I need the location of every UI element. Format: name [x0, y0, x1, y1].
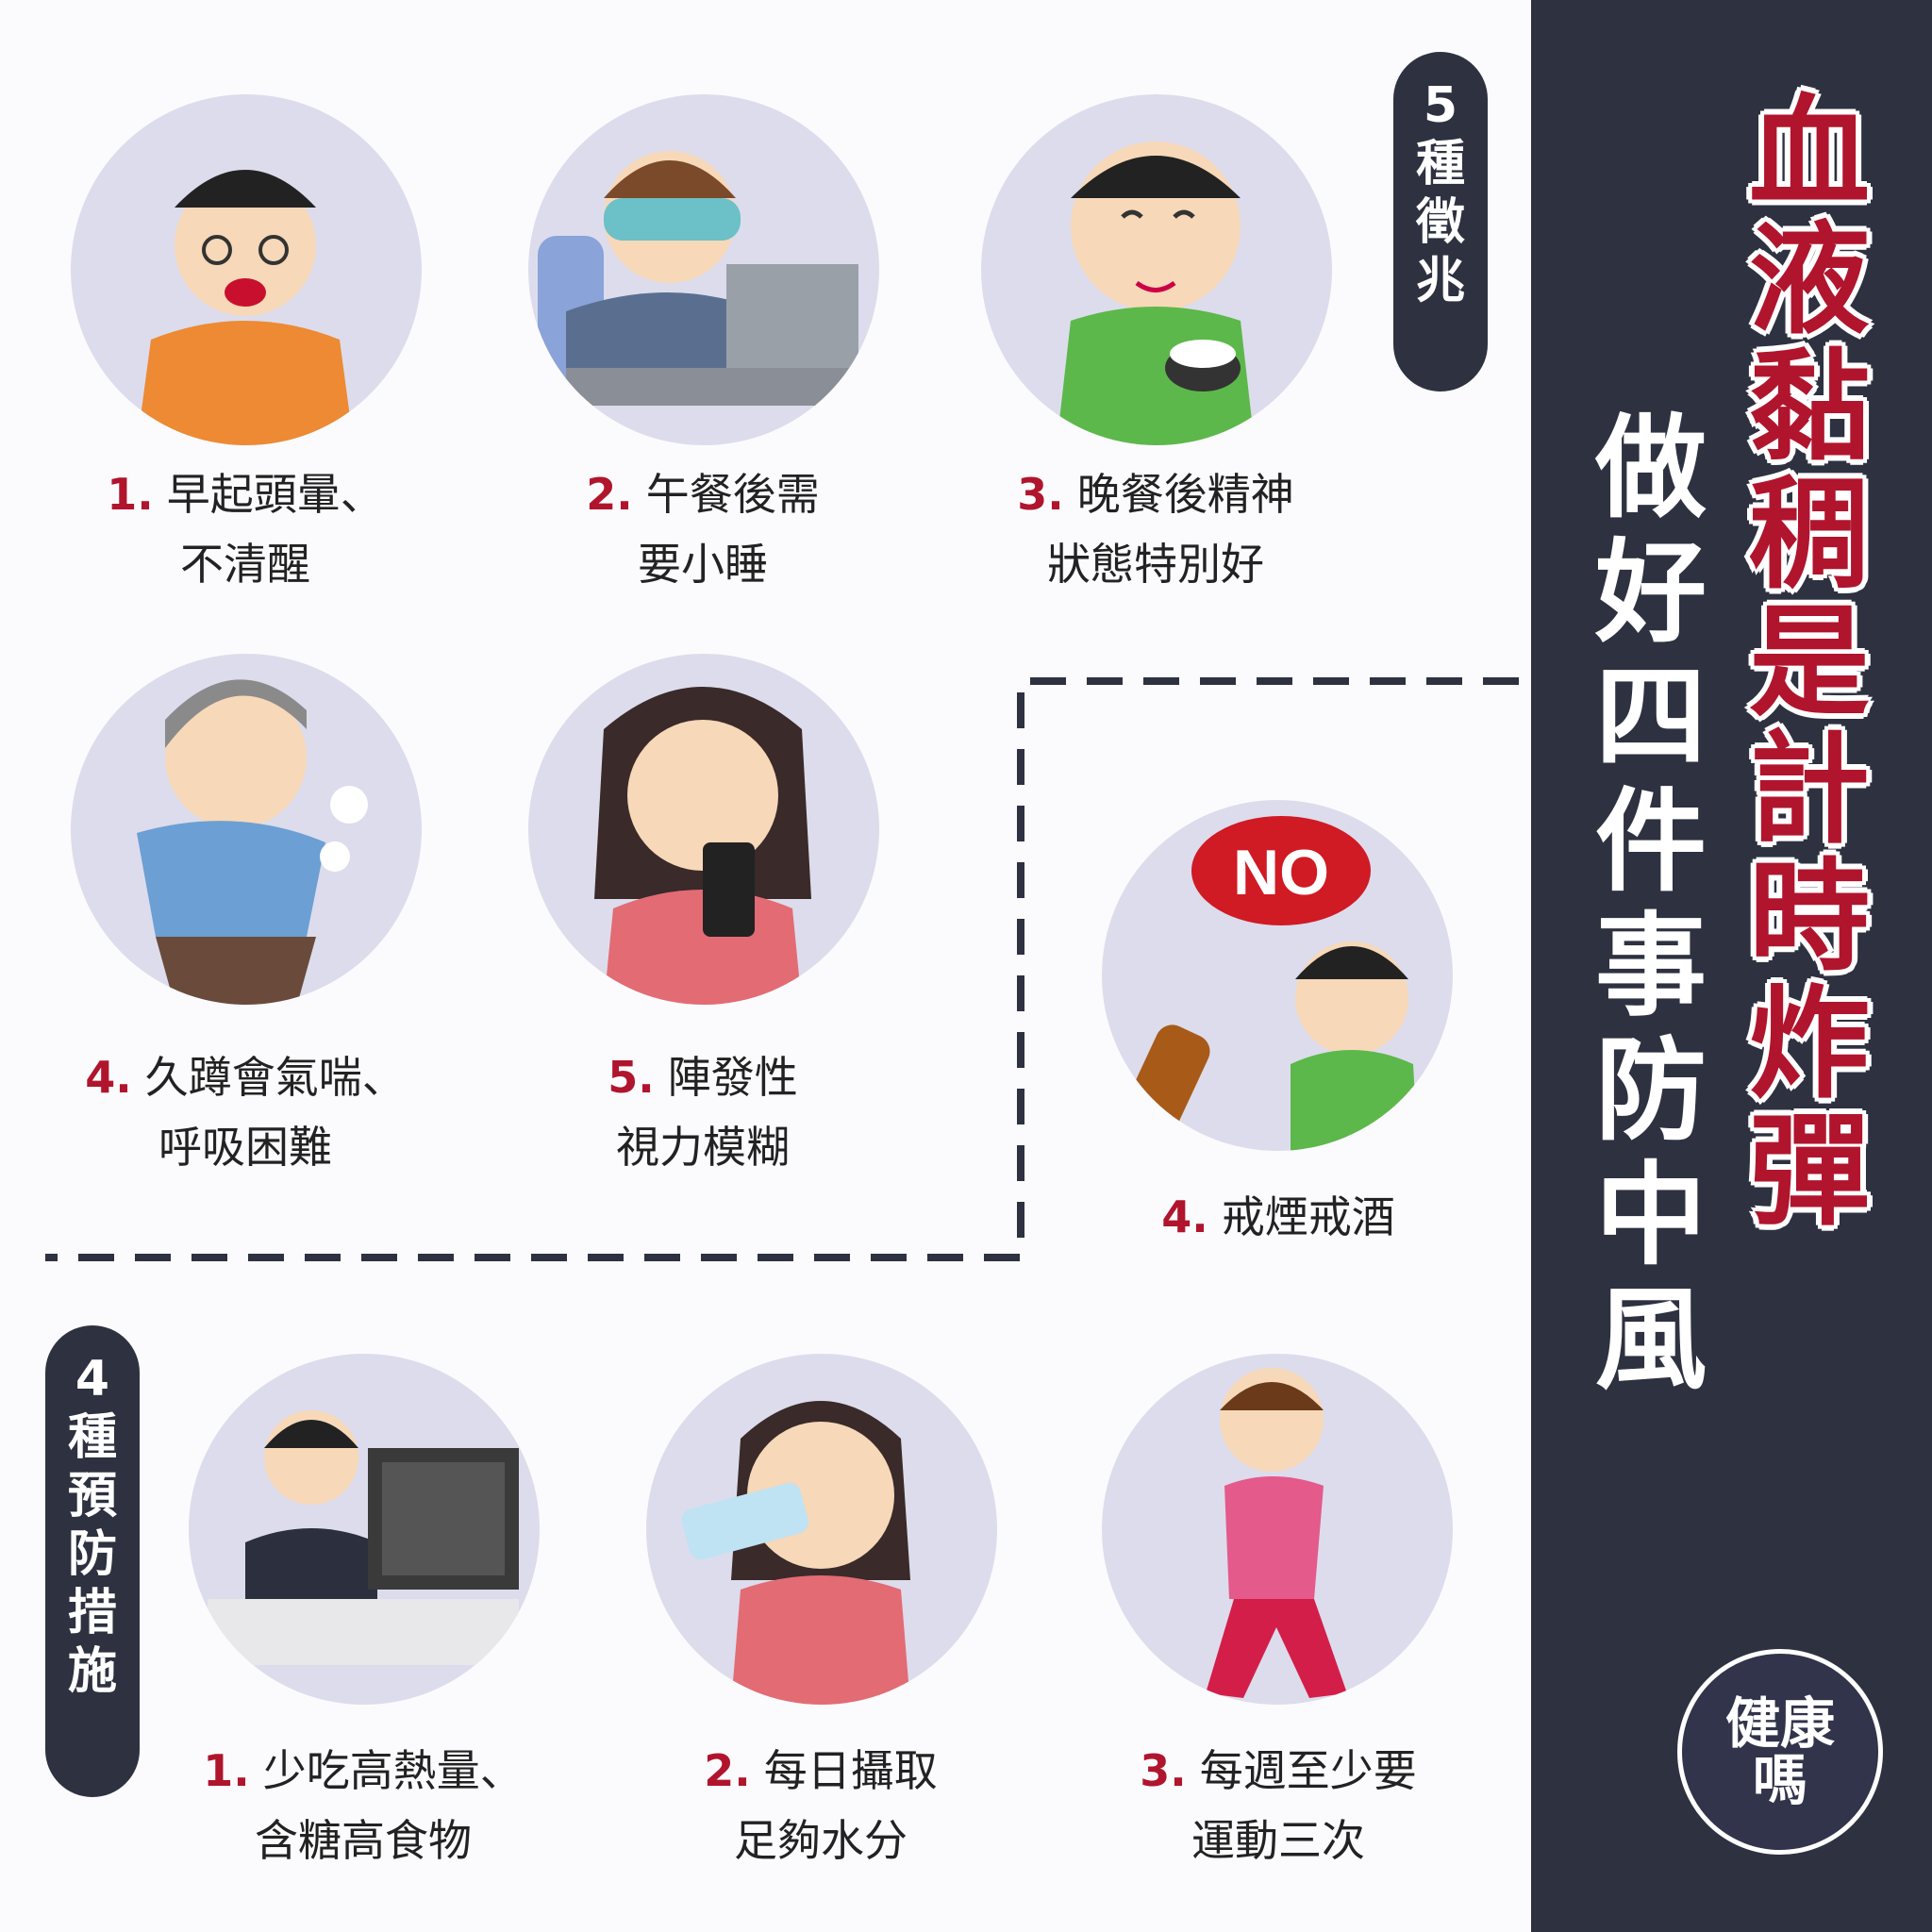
badge-char: 預 [67, 1468, 117, 1524]
caption-line: 午餐後需 [645, 469, 820, 520]
caption-line: 要小睡 [638, 539, 768, 590]
title-char: 是 [1748, 592, 1870, 733]
badge-char: 4 [75, 1351, 110, 1407]
illustration-drinking-water [646, 1354, 997, 1705]
title-char: 血 [1748, 83, 1870, 224]
item-number: 2. [586, 469, 633, 520]
item-number: 3. [1017, 469, 1064, 520]
illustration-running [1102, 1354, 1453, 1705]
illustration-squatting [71, 654, 422, 1005]
title-char: 液 [1748, 210, 1870, 351]
brand-logo: 健康嗎 [1677, 1649, 1883, 1855]
caption-line: 少吃高熱量、 [262, 1745, 524, 1796]
prevention-caption-1: 1. 少吃高熱量、 含糖高食物 [175, 1736, 552, 1875]
title-char: 彈 [1748, 1102, 1870, 1242]
badge-char: 措 [67, 1585, 117, 1641]
caption-line: 含糖高食物 [255, 1815, 472, 1866]
title-char: 黏 [1748, 338, 1870, 478]
subtitle-char: 好 [1594, 527, 1707, 658]
logo-text-line2: 嗎 [1752, 1748, 1807, 1812]
symptom-caption-1: 1. 早起頭暈、 不清醒 [57, 459, 434, 599]
caption-line: 呼吸困難 [158, 1122, 332, 1173]
dashed-divider [45, 677, 1519, 1261]
badge-char: 施 [67, 1643, 117, 1700]
caption-line: 晚餐後精神 [1076, 469, 1294, 520]
item-number: 4. [85, 1052, 132, 1103]
illustration-nap [528, 94, 879, 445]
badge-char: 種 [1415, 136, 1465, 192]
title-char: 炸 [1748, 974, 1870, 1115]
main-title: 血液黏稠是計時炸彈 [1734, 90, 1885, 1236]
title-char: 時 [1748, 847, 1870, 988]
illustration-healthy-diet [189, 1354, 540, 1705]
subtitle-char: 風 [1594, 1274, 1707, 1405]
badge-char: 兆 [1415, 253, 1465, 309]
subtitle-char: 事 [1594, 901, 1707, 1031]
illustration-dizzy [71, 94, 422, 445]
title-sidebar [1531, 0, 1932, 1932]
caption-line: 每日攝取 [763, 1745, 938, 1796]
illustration-blurred-vision [528, 654, 879, 1005]
caption-line: 足夠水分 [734, 1815, 908, 1866]
caption-line: 每週至少要 [1199, 1745, 1417, 1796]
prevention-caption-4: 4. 戒煙戒酒 [1090, 1182, 1467, 1252]
symptom-caption-4: 4. 久蹲會氣喘、 呼吸困難 [57, 1042, 434, 1182]
item-number: 3. [1140, 1745, 1187, 1796]
caption-line: 戒煙戒酒 [1221, 1191, 1395, 1242]
subtitle-char: 四 [1594, 652, 1707, 782]
title-char: 計 [1748, 720, 1870, 860]
caption-line: 不清醒 [180, 539, 310, 590]
item-number: 4. [1161, 1191, 1208, 1242]
badge-char: 5 [1423, 77, 1458, 134]
item-number: 1. [107, 469, 154, 520]
illustration-eating [981, 94, 1332, 445]
sub-title: 做好四件事防中風 [1580, 406, 1722, 1402]
caption-line: 久蹲會氣喘、 [144, 1052, 406, 1103]
caption-line: 視力模糊 [616, 1122, 790, 1173]
item-number: 2. [704, 1745, 751, 1796]
caption-line: 運動三次 [1191, 1815, 1365, 1866]
no-speech-bubble: NO [1233, 837, 1329, 908]
title-char: 稠 [1748, 465, 1870, 606]
symptom-caption-2: 2. 午餐後需 要小睡 [514, 459, 891, 599]
symptom-caption-5: 5. 陣發性 視力模糊 [514, 1042, 891, 1182]
subtitle-char: 做 [1594, 403, 1707, 533]
subtitle-char: 件 [1594, 776, 1707, 907]
symptom-caption-3: 3. 晚餐後精神 狀態特別好 [967, 459, 1344, 599]
item-number: 1. [203, 1745, 250, 1796]
item-number: 5. [608, 1052, 655, 1103]
prevention-caption-3: 3. 每週至少要 運動三次 [1090, 1736, 1467, 1875]
caption-line: 陣發性 [667, 1052, 798, 1103]
subtitle-char: 防 [1594, 1025, 1707, 1156]
prevention-caption-2: 2. 每日攝取 足夠水分 [632, 1736, 1009, 1875]
badge-char: 種 [67, 1409, 117, 1466]
caption-line: 狀態特別好 [1047, 539, 1264, 590]
caption-line: 早起頭暈、 [166, 469, 384, 520]
illustration-no-alcohol: NO [1102, 800, 1453, 1151]
badge-char: 徵 [1415, 194, 1465, 251]
badge-char: 防 [67, 1526, 117, 1583]
subtitle-char: 中 [1594, 1150, 1707, 1280]
logo-text-line1: 健康 [1724, 1691, 1835, 1756]
